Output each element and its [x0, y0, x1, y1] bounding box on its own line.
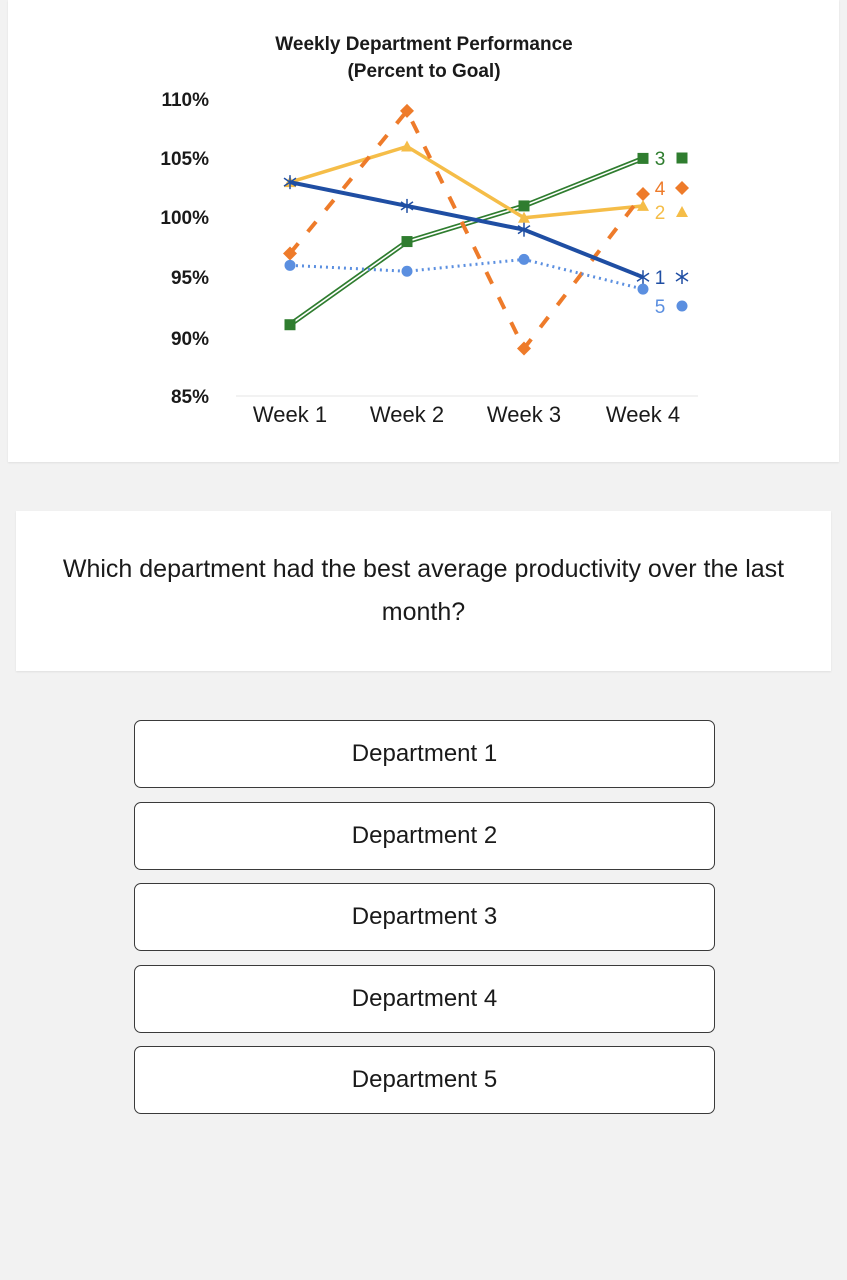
series-point [400, 198, 414, 213]
series-end-marker [676, 300, 688, 312]
chart-title: Weekly Department Performance [275, 34, 572, 55]
option-department-1[interactable]: Department 1 [134, 720, 715, 788]
series-layer [283, 103, 650, 356]
y-tick-label: 90% [171, 329, 209, 350]
series-2 [284, 140, 649, 223]
series-point [401, 265, 413, 277]
series-end-label: 3 [655, 149, 666, 170]
series-5 [284, 253, 649, 295]
y-tick-label: 105% [160, 149, 209, 170]
question-text: Which department had the best average pr… [62, 555, 785, 626]
series-point [517, 222, 531, 237]
series-point [637, 283, 649, 295]
series-end-marker [676, 152, 688, 164]
series-end-label: 1 [655, 268, 666, 289]
series-point [636, 187, 650, 202]
x-tick-label: Week 2 [370, 402, 444, 427]
x-axis-ticks: Week 1 Week 2 Week 3 Week 4 [253, 402, 680, 427]
series-point [637, 199, 649, 211]
series-end-label: 2 [655, 203, 666, 224]
option-department-3[interactable]: Department 3 [134, 883, 715, 951]
series-point [400, 103, 414, 118]
y-tick-label: 100% [160, 208, 209, 229]
option-department-2[interactable]: Department 2 [134, 801, 715, 870]
chart-card: Weekly Department Performance (Percent t… [8, 0, 839, 462]
series-4 [283, 103, 650, 356]
series-end-label: 4 [655, 179, 666, 200]
line-chart: Weekly Department Performance (Percent t… [160, 34, 698, 427]
series-point [518, 253, 530, 265]
option-department-4[interactable]: Department 4 [134, 964, 715, 1033]
series-end-marker [675, 181, 689, 195]
series-point [401, 236, 413, 248]
series-end-label: 5 [655, 297, 666, 318]
series-end-marker [675, 270, 689, 284]
series-point [676, 152, 688, 164]
x-tick-label: Week 4 [606, 402, 680, 427]
series-point [676, 206, 688, 217]
series-point [283, 246, 297, 261]
chart-subtitle: (Percent to Goal) [347, 61, 500, 82]
series-point [675, 270, 689, 284]
series-point [676, 300, 688, 312]
x-tick-label: Week 3 [487, 402, 561, 427]
series-point [675, 181, 689, 195]
question-card: Which department had the best average pr… [16, 511, 831, 671]
series-end-marker [676, 206, 688, 217]
x-tick-label: Week 1 [253, 402, 327, 427]
y-tick-label: 95% [171, 268, 209, 289]
series-point [284, 259, 296, 271]
series-point [637, 152, 649, 164]
series-3 [284, 152, 649, 331]
answer-options: Department 1 Department 2 Department 3 D… [134, 720, 715, 1128]
series-point [283, 175, 297, 190]
series-point [401, 140, 413, 152]
series-1 [283, 175, 650, 285]
y-axis-ticks: 110% 105% 100% 95% 90% 85% [160, 90, 209, 408]
y-tick-label: 85% [171, 387, 209, 408]
y-tick-label: 110% [161, 90, 209, 111]
series-point [284, 319, 296, 331]
series-point [517, 341, 531, 356]
series-point [518, 200, 530, 212]
series-end-labels: 3 2 4 1 5 [655, 149, 689, 318]
series-point [636, 270, 650, 285]
option-department-5[interactable]: Department 5 [134, 1046, 715, 1114]
series-point [518, 211, 530, 223]
